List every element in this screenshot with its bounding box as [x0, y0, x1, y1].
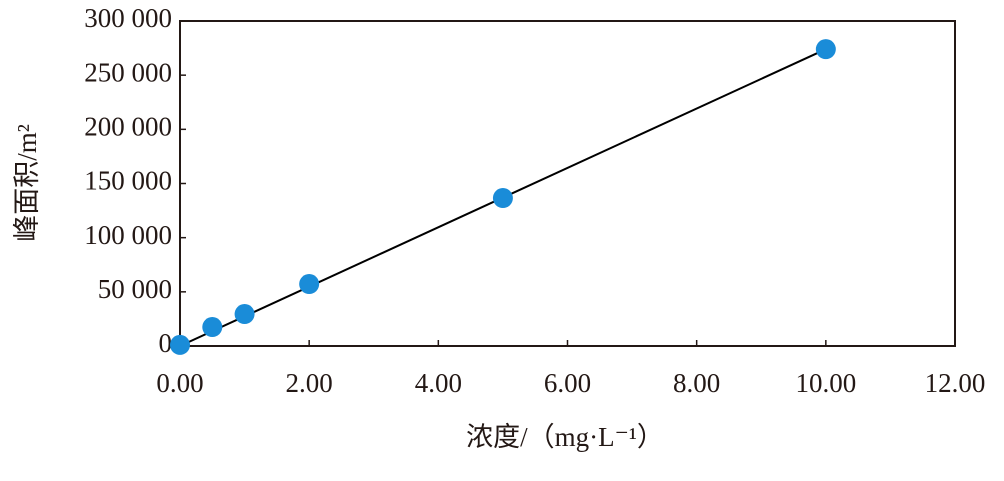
x-tick-label: 0.00: [156, 368, 203, 398]
y-tick-label: 50 000: [98, 274, 172, 304]
data-point: [299, 274, 320, 295]
x-tick-label: 10.00: [795, 368, 856, 398]
x-tick-label: 2.00: [286, 368, 333, 398]
data-point: [234, 304, 255, 325]
data-point: [815, 39, 836, 60]
data-point: [492, 188, 513, 209]
y-tick-label: 300 000: [84, 3, 172, 33]
y-tick-label: 200 000: [84, 112, 172, 142]
plot-frame: [179, 20, 956, 347]
y-tick-label: 0: [159, 328, 173, 358]
data-point: [170, 334, 190, 355]
y-tick-label: 150 000: [84, 166, 172, 196]
x-tick-label: 12.00: [925, 368, 986, 398]
y-tick-label: 250 000: [84, 57, 172, 87]
x-tick-label: 8.00: [673, 368, 720, 398]
data-point: [202, 317, 223, 338]
x-axis-label: 浓度/（mg·L⁻¹）: [466, 422, 664, 452]
x-tick-label: 6.00: [544, 368, 591, 398]
x-tick-label: 4.00: [415, 368, 462, 398]
y-axis-label: 峰面积/m²: [12, 124, 42, 242]
y-tick-label: 100 000: [84, 220, 172, 250]
